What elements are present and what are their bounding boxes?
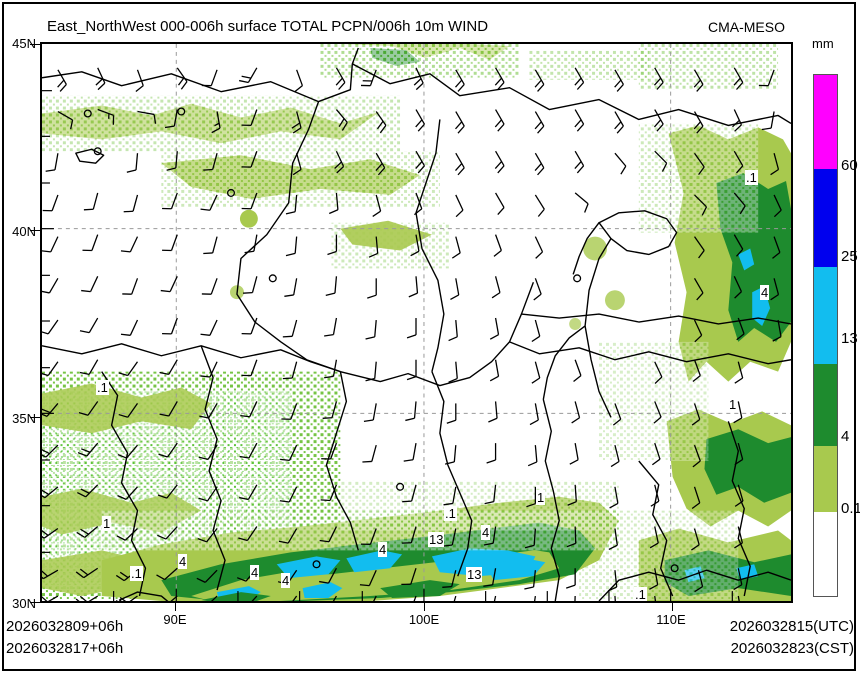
y-tick-30N (30, 602, 40, 603)
map-plot-area[interactable]: .1 4 1 .1 1 .1 4 4 4 4 .1 13 4 13 1 .1 (40, 42, 793, 603)
y-tick-45N (30, 44, 40, 45)
colorbar-segment-dark-green (814, 364, 837, 446)
contour-label: 1 (728, 397, 738, 412)
contour-label: 4 (178, 554, 188, 569)
contour-label: 4 (760, 285, 770, 300)
axis-ticks (42, 90, 733, 601)
colorbar-segment-light-green (814, 446, 837, 512)
y-tick-label-35N: 35N (12, 411, 36, 426)
model-label: CMA-MESO (708, 19, 785, 35)
contour-label: 4 (378, 542, 388, 557)
x-tick-90E (175, 603, 176, 611)
map-content (42, 44, 791, 601)
colorbar-tick-25: 25 (841, 248, 858, 265)
footer-valid-time-cst: 2026032823(CST) (730, 640, 854, 657)
contour-label: .1 (130, 566, 143, 581)
x-tick-label-110E: 110E (656, 612, 686, 627)
colorbar-segment-cyan (814, 267, 837, 364)
y-tick-40N (30, 230, 40, 231)
colorbar-segment-white (814, 512, 837, 596)
colorbar-tick-4: 4 (841, 428, 850, 445)
contour-label: 4 (250, 565, 260, 580)
x-tick-label-100E: 100E (408, 612, 440, 627)
colorbar-tick-0.1: 0.1 (841, 500, 860, 517)
footer-init-time-utc: 2026032809+06h (6, 618, 124, 635)
contour-label: 4 (481, 525, 491, 540)
colorbar[interactable] (813, 74, 838, 597)
map-svg (42, 44, 791, 601)
x-tick-100E (424, 603, 425, 611)
x-tick-110E (672, 603, 673, 611)
contour-label: .1 (634, 587, 647, 602)
contour-label: .1 (444, 506, 457, 521)
y-tick-label-40N: 40N (12, 224, 36, 239)
y-tick-label-45N: 45N (12, 36, 36, 51)
contour-label: .1 (96, 380, 109, 395)
contour-label: 4 (281, 573, 291, 588)
y-tick-label-30N: 30N (12, 596, 36, 611)
colorbar-tick-13: 13 (841, 330, 858, 347)
y-tick-35N (30, 417, 40, 418)
page-title: East_NorthWest 000-006h surface TOTAL PC… (47, 18, 489, 35)
contour-label: 13 (428, 532, 445, 547)
contour-label: 13 (466, 567, 483, 582)
contour-label: 1 (536, 490, 546, 505)
colorbar-unit-label: mm (812, 36, 834, 51)
contour-label: 1 (102, 516, 112, 531)
contour-label: .1 (745, 170, 758, 185)
footer-init-time-cst: 2026032817+06h (6, 640, 124, 657)
footer-valid-time-utc: 2026032815(UTC) (729, 618, 854, 635)
geographic-boundaries (42, 47, 791, 601)
x-tick-label-90E: 90E (163, 612, 187, 627)
colorbar-segment-magenta (814, 75, 837, 169)
colorbar-segment-blue (814, 169, 837, 267)
colorbar-tick-60: 60 (841, 157, 858, 174)
